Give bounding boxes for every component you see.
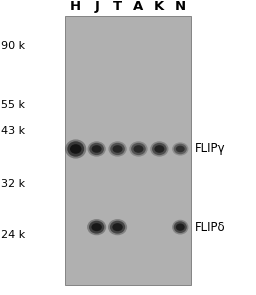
Ellipse shape xyxy=(108,219,127,235)
Ellipse shape xyxy=(108,141,127,157)
Ellipse shape xyxy=(110,143,125,155)
Text: T: T xyxy=(113,0,122,13)
Text: 24 k: 24 k xyxy=(1,230,26,240)
Ellipse shape xyxy=(150,141,168,157)
Text: FLIPγ: FLIPγ xyxy=(195,142,225,155)
Text: FLIPδ: FLIPδ xyxy=(195,221,225,234)
Ellipse shape xyxy=(112,223,123,231)
Ellipse shape xyxy=(131,143,146,155)
Ellipse shape xyxy=(152,143,167,155)
Text: 55 k: 55 k xyxy=(1,100,25,110)
Text: 32 k: 32 k xyxy=(1,179,25,189)
Ellipse shape xyxy=(91,223,102,231)
Text: 90 k: 90 k xyxy=(1,41,25,51)
Ellipse shape xyxy=(113,145,123,153)
Ellipse shape xyxy=(172,220,188,235)
Text: 43 k: 43 k xyxy=(1,126,25,136)
Ellipse shape xyxy=(88,141,106,157)
Ellipse shape xyxy=(172,142,188,156)
Bar xyxy=(65,16,191,285)
Ellipse shape xyxy=(87,219,106,235)
Text: K: K xyxy=(154,0,165,13)
Text: A: A xyxy=(133,0,144,13)
Ellipse shape xyxy=(92,145,102,153)
Ellipse shape xyxy=(65,140,86,159)
Text: H: H xyxy=(70,0,81,13)
Ellipse shape xyxy=(176,146,185,152)
Ellipse shape xyxy=(110,221,125,234)
Ellipse shape xyxy=(154,145,164,153)
Ellipse shape xyxy=(70,144,81,154)
Text: J: J xyxy=(94,0,99,13)
Ellipse shape xyxy=(89,143,104,155)
Ellipse shape xyxy=(67,141,84,157)
Ellipse shape xyxy=(129,141,148,157)
Ellipse shape xyxy=(133,145,143,153)
Ellipse shape xyxy=(89,221,104,234)
Ellipse shape xyxy=(174,221,187,233)
Ellipse shape xyxy=(176,224,185,231)
Ellipse shape xyxy=(174,144,187,154)
Text: N: N xyxy=(175,0,186,13)
